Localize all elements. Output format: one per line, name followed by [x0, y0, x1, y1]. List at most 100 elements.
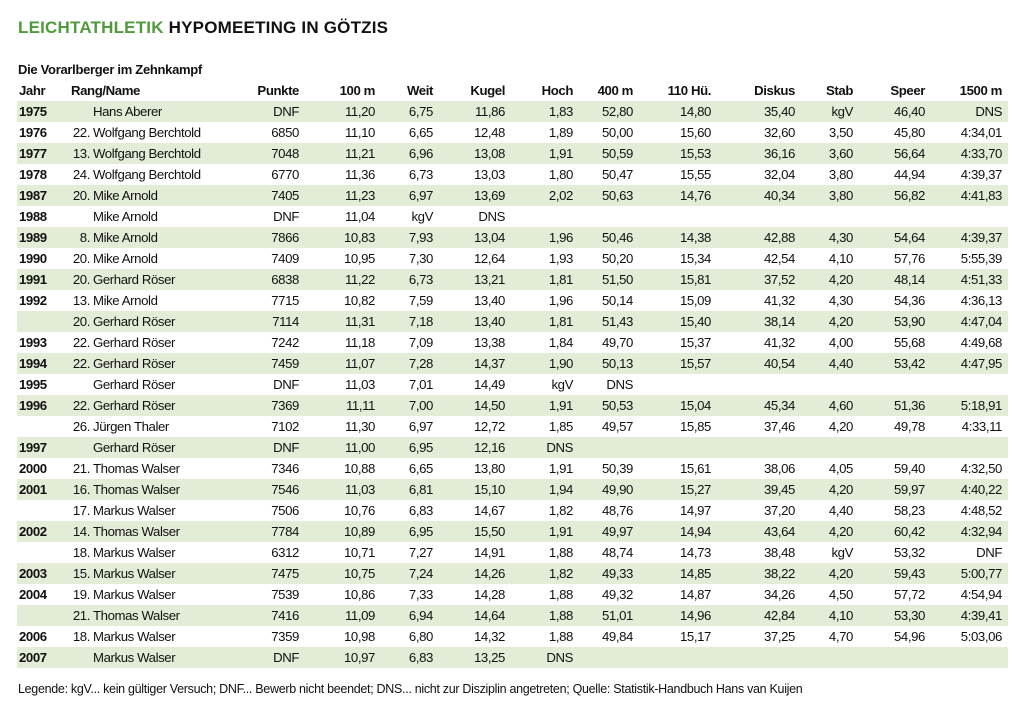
cell-m100: 11,20 [305, 101, 381, 122]
cell-rang: 17. [72, 503, 91, 518]
cell-jahr: 1996 [17, 395, 67, 416]
cell-stab: 4,20 [801, 416, 859, 437]
cell-speer: 54,36 [859, 290, 931, 311]
cell-stab: 4,20 [801, 521, 859, 542]
cell-stab: kgV [801, 101, 859, 122]
cell-m100: 11,07 [305, 353, 381, 374]
cell-diskus: 40,34 [717, 185, 801, 206]
cell-diskus: 36,16 [717, 143, 801, 164]
cell-hue110: 15,57 [639, 353, 717, 374]
cell-speer: 59,97 [859, 479, 931, 500]
cell-speer: 48,14 [859, 269, 931, 290]
cell-m100: 11,04 [305, 206, 381, 227]
cell-rang-name: Markus Walser [67, 647, 225, 668]
cell-punkte: 7546 [225, 479, 305, 500]
cell-stab: 4,10 [801, 248, 859, 269]
cell-m400: 50,13 [579, 353, 639, 374]
cell-m100: 10,88 [305, 458, 381, 479]
table-row: 1978 24. Wolfgang Berchtold 6770 11,36 6,73 13… [17, 164, 1008, 185]
cell-stab [801, 374, 859, 395]
cell-weit: 6,73 [381, 269, 439, 290]
cell-kugel: 14,91 [439, 542, 511, 563]
cell-m400: 49,33 [579, 563, 639, 584]
table-row: 1996 22. Gerhard Röser 7369 11,11 7,00 14,50 1,… [17, 395, 1008, 416]
cell-name: Thomas Walser [93, 524, 180, 539]
col-header-1500m: 1500 m [959, 83, 1003, 98]
results-table: Jahr Rang/Name Punkte 100 m Weit Kugel H… [17, 80, 1008, 668]
cell-name: Jürgen Thaler [93, 419, 169, 434]
cell-diskus: 34,26 [717, 584, 801, 605]
cell-diskus [717, 437, 801, 458]
cell-name: Gerhard Röser [93, 440, 176, 455]
cell-name: Markus Walser [93, 545, 176, 560]
col-header-stab: Stab [826, 83, 853, 98]
cell-m1500: 4:33,70 [931, 143, 1008, 164]
cell-punkte: DNF [225, 374, 305, 395]
cell-hoch: 1,84 [511, 332, 579, 353]
cell-punkte: 7506 [225, 500, 305, 521]
cell-kugel: 12,16 [439, 437, 511, 458]
cell-hoch: 1,91 [511, 143, 579, 164]
cell-hue110: 15,60 [639, 122, 717, 143]
cell-rang: 13. [72, 146, 91, 161]
cell-rang-name: 22. Wolfgang Berchtold [67, 122, 225, 143]
cell-m400: 50,63 [579, 185, 639, 206]
cell-rang-name: 14. Thomas Walser [67, 521, 225, 542]
cell-jahr: 2006 [17, 626, 67, 647]
cell-punkte: DNF [225, 101, 305, 122]
cell-punkte: 7048 [225, 143, 305, 164]
cell-rang: 20. [72, 251, 91, 266]
cell-name: Gerhard Röser [93, 398, 176, 413]
cell-diskus: 37,25 [717, 626, 801, 647]
cell-hoch: 1,96 [511, 290, 579, 311]
cell-stab: 4,20 [801, 311, 859, 332]
cell-stab [801, 437, 859, 458]
cell-m1500 [931, 647, 1008, 668]
cell-hue110: 15,53 [639, 143, 717, 164]
cell-m100: 10,89 [305, 521, 381, 542]
cell-name: Gerhard Röser [93, 356, 176, 371]
cell-diskus: 38,22 [717, 563, 801, 584]
cell-m1500 [931, 437, 1008, 458]
cell-punkte: 7784 [225, 521, 305, 542]
cell-weit: 6,83 [381, 500, 439, 521]
cell-jahr: 1992 [17, 290, 67, 311]
cell-hoch: 1,93 [511, 248, 579, 269]
cell-m1500: DNS [931, 101, 1008, 122]
cell-jahr: 2004 [17, 584, 67, 605]
cell-speer: 49,78 [859, 416, 931, 437]
cell-rang: 26. [72, 419, 91, 434]
cell-jahr: 1988 [17, 206, 67, 227]
col-header-speer: Speer [890, 83, 925, 98]
cell-hoch: 2,02 [511, 185, 579, 206]
cell-hue110: 15,27 [639, 479, 717, 500]
cell-jahr: 1976 [17, 122, 67, 143]
cell-punkte: 7715 [225, 290, 305, 311]
cell-jahr: 1975 [17, 101, 67, 122]
cell-speer: 54,64 [859, 227, 931, 248]
cell-m400: 49,57 [579, 416, 639, 437]
cell-m400: 50,46 [579, 227, 639, 248]
cell-speer: 54,96 [859, 626, 931, 647]
col-header-jahr: Jahr [19, 83, 46, 98]
cell-hue110: 15,09 [639, 290, 717, 311]
cell-rang-name: 20. Mike Arnold [67, 185, 225, 206]
cell-m1500: 4:34,01 [931, 122, 1008, 143]
cell-m100: 11,21 [305, 143, 381, 164]
cell-m400: DNS [579, 374, 639, 395]
table-row: 2007 Markus Walser DNF 10,97 6,83 13,25 DNS [17, 647, 1008, 668]
cell-weit: kgV [381, 206, 439, 227]
cell-punkte: 7114 [225, 311, 305, 332]
table-row: 1976 22. Wolfgang Berchtold 6850 11,10 6,65 12… [17, 122, 1008, 143]
table-row: 1989 8. Mike Arnold 7866 10,83 7,93 13,04 1,96 5… [17, 227, 1008, 248]
cell-m1500: 4:54,94 [931, 584, 1008, 605]
cell-weit: 7,28 [381, 353, 439, 374]
cell-m1500: 4:36,13 [931, 290, 1008, 311]
cell-stab: 3,80 [801, 164, 859, 185]
cell-stab: 4,40 [801, 500, 859, 521]
table-row: 2003 15. Markus Walser 7475 10,75 7,24 14,26 1,… [17, 563, 1008, 584]
cell-m400: 49,32 [579, 584, 639, 605]
table-body: 1975 Hans Aberer DNF 11,20 6,75 11,86 1,83 52,8… [17, 101, 1008, 668]
table-row: 1987 20. Mike Arnold 7405 11,23 6,97 13,69 2,02… [17, 185, 1008, 206]
cell-diskus: 37,46 [717, 416, 801, 437]
